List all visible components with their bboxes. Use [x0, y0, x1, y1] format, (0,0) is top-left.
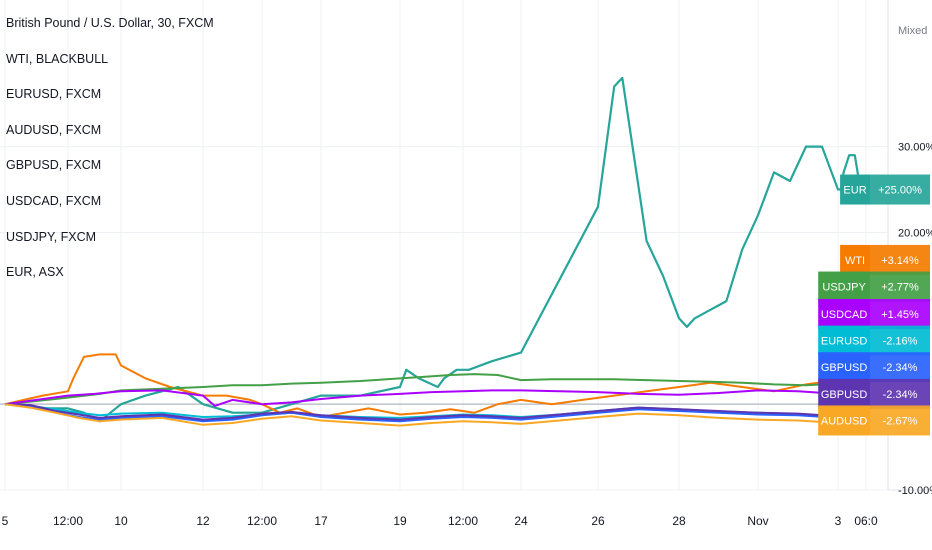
series-line	[4, 403, 861, 426]
price-badge-value: +25.00%	[878, 185, 922, 197]
price-badge-value-bg	[870, 299, 930, 330]
legend-item-wti[interactable]: WTI, BLACKBULL	[6, 51, 109, 66]
legend-item-audusd[interactable]: AUDUSD, FXCM	[6, 122, 102, 137]
price-badge-value-bg	[870, 352, 930, 383]
x-tick-label: 24	[514, 514, 528, 528]
price-badge-label: GBPUSD	[821, 362, 868, 374]
scale-mode-label[interactable]: Mixed	[898, 25, 927, 37]
price-badge: USDCAD +1.45%	[818, 299, 930, 330]
price-badge-value-bg	[870, 405, 930, 436]
price-badge: EUR +25.00%	[840, 174, 930, 205]
x-tick-label: 17	[314, 514, 328, 528]
x-tick-label: Nov	[747, 514, 768, 528]
x-tick-label: 26	[591, 514, 605, 528]
price-badge: GBPUSD -2.34%	[818, 378, 930, 409]
price-badge: AUDUSD -2.67%	[818, 405, 930, 436]
legend-item-gbpusd[interactable]: GBPUSD, FXCM	[6, 158, 102, 173]
price-badge-label-bg	[818, 325, 870, 356]
price-badge-value-bg	[870, 244, 930, 275]
x-tick-label: 3	[835, 514, 842, 528]
series-line	[4, 389, 861, 407]
price-badge-value-bg	[870, 378, 930, 409]
price-badge-label: AUDUSD	[821, 415, 868, 427]
x-tick-label: 06:0	[854, 514, 878, 528]
price-badge-value-bg	[870, 174, 930, 205]
price-badge-label-bg	[840, 174, 870, 205]
x-tick-label: 5	[2, 514, 9, 528]
price-badge-value: -2.67%	[883, 415, 918, 427]
x-tick-label: 12:00	[448, 514, 478, 528]
plot-area	[4, 76, 862, 429]
price-badge-value: +2.77%	[881, 282, 919, 294]
grid	[0, 0, 932, 491]
y-tick-label: 20.00%	[898, 227, 932, 239]
y-tick-label: 30.00%	[898, 142, 932, 154]
x-tick-label: 19	[393, 514, 407, 528]
price-badge-label-bg	[818, 352, 870, 383]
legend-item-eur-asx[interactable]: EUR, ASX	[6, 265, 64, 280]
price-badge-label: USDJPY	[822, 282, 866, 294]
price-badge-value: -2.16%	[883, 336, 918, 348]
price-badge-label: EURUSD	[821, 336, 868, 348]
legend-item-usdjpy[interactable]: USDJPY, FXCM	[6, 229, 97, 244]
legend-item-usdcad[interactable]: USDCAD, FXCM	[6, 193, 102, 208]
legend-item-eurusd[interactable]: EURUSD, FXCM	[6, 87, 102, 102]
price-badges: EUR +25.00% WTI +3.14% USDJPY +2.77% USDCAD +1.…	[818, 174, 930, 436]
x-tick-label: 12	[196, 514, 210, 528]
y-tick-label: -10.00%	[898, 485, 932, 497]
price-badge: GBPUSD -2.34%	[818, 352, 930, 383]
price-badge-value-bg	[870, 271, 930, 302]
price-badge-label-bg	[818, 378, 870, 409]
price-badge: USDJPY +2.77%	[818, 271, 930, 302]
price-badge-label: EUR	[843, 185, 866, 197]
x-tick-label: 12:00	[247, 514, 277, 528]
price-badge-label: WTI	[845, 255, 865, 267]
price-badge-label-bg	[818, 299, 870, 330]
price-badge-value: -2.34%	[883, 362, 918, 374]
legend: British Pound / U.S. Dollar, 30, FXCM WT…	[6, 16, 214, 301]
y-axis[interactable]: 30.00% 20.00% -10.00%	[898, 142, 932, 497]
price-badge-label: GBPUSD	[821, 389, 868, 401]
series-line	[4, 403, 861, 429]
price-badge-value: +3.14%	[881, 255, 919, 267]
price-badge: EURUSD -2.16%	[818, 325, 930, 356]
x-tick-label: 12:00	[53, 514, 83, 528]
price-badge-label-bg	[818, 271, 870, 302]
x-axis[interactable]: 5 12:00 10 12 12:00 17 19 12:00 24 26 28 Nov 3 06:0	[2, 514, 878, 528]
x-tick-label: 10	[114, 514, 128, 528]
price-badge-value: +1.45%	[881, 309, 919, 321]
price-badge-value-bg	[870, 325, 930, 356]
legend-item-main-symbol[interactable]: British Pound / U.S. Dollar, 30, FXCM	[6, 16, 214, 30]
price-badge-value: -2.34%	[883, 389, 918, 401]
price-badge-label: USDCAD	[821, 309, 868, 321]
price-badge: WTI +3.14%	[840, 244, 930, 275]
x-tick-label: 28	[672, 514, 686, 528]
series-line	[4, 353, 861, 418]
price-badge-label-bg	[840, 244, 870, 275]
series-line	[4, 403, 861, 426]
price-badge-label-bg	[818, 405, 870, 436]
